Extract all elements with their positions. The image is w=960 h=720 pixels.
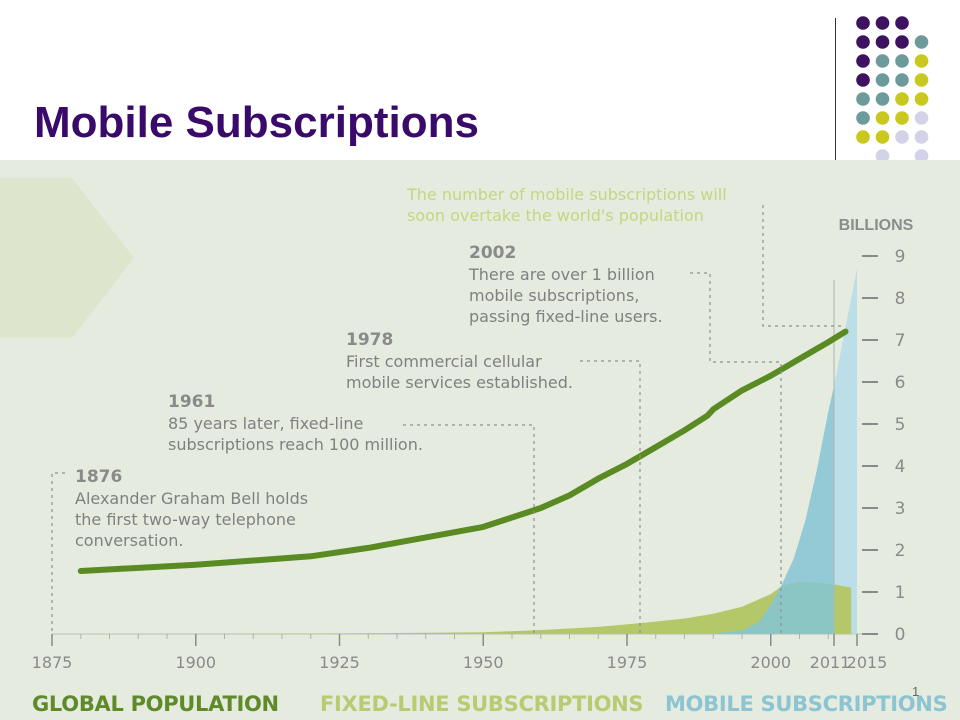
decorative-dot [875, 35, 890, 49]
legend-global-population: GLOBAL POPULATION [32, 692, 279, 716]
annotation-line: First commercial cellular [346, 352, 542, 371]
y-tick-label: 1 [895, 583, 906, 603]
annotation-leader-line [51, 472, 65, 634]
y-tick-label: 4 [895, 457, 906, 477]
chart-area: BILLIONS 0 1 2 3 4 5 6 7 8 9 1875 1900 1925 1950 1975 20… [0, 160, 960, 720]
fixed-line-area [80, 581, 852, 634]
decorative-dot [914, 149, 929, 162]
annotation-line: subscriptions reach 100 million. [168, 435, 423, 454]
legend-mobile-subscriptions: MOBILE SUBSCRIPTIONS [665, 692, 948, 716]
annotation-year: 1961 [168, 392, 216, 412]
legend-fixed-line-subscriptions: FIXED-LINE SUBSCRIPTIONS [320, 692, 644, 716]
decorative-dot [875, 16, 890, 30]
annotation-leader-line [403, 424, 535, 634]
subscriptions-chart: BILLIONS 0 1 2 3 4 5 6 7 8 9 1875 1900 1925 1950 1975 20… [0, 178, 914, 672]
slide-title: Mobile Subscriptions [34, 98, 479, 147]
y-tick-label: 5 [895, 415, 906, 435]
decorative-dot [875, 130, 890, 144]
mobile-subscriptions-area [644, 386, 834, 634]
chevron-decoration [0, 178, 134, 338]
annotation-year: 1978 [346, 330, 394, 350]
annotation-line: There are over 1 billion [469, 265, 655, 284]
decorative-dot [895, 92, 909, 106]
annotation-overtake: The number of mobile subscriptions will … [407, 184, 727, 226]
annotation-line: the first two-way telephone [75, 510, 296, 529]
x-tick-label: 1925 [319, 653, 360, 672]
decorative-dot [875, 149, 890, 162]
decorative-dot [914, 92, 929, 106]
annotation-1876: 1876 Alexander Graham Bell holds the fir… [75, 467, 308, 551]
annotation-line: soon overtake the world's population [407, 206, 704, 225]
y-tick-label: 8 [895, 289, 906, 309]
decorative-dot [895, 54, 909, 68]
x-tick-label: 1975 [607, 653, 648, 672]
decorative-dot [856, 92, 870, 106]
decorative-dot [875, 73, 890, 87]
annotation-line: 85 years later, fixed-line [168, 414, 364, 433]
x-tick-label: 2011 [810, 653, 851, 672]
annotation-leader-line [762, 205, 842, 327]
annotation-line: mobile subscriptions, [469, 286, 640, 305]
x-tick-label: 1900 [175, 653, 216, 672]
decorative-dot [914, 35, 929, 49]
y-tick-label: 2 [895, 541, 906, 561]
decorative-dot [875, 111, 890, 125]
decorative-dot [895, 73, 909, 87]
decorative-dot [856, 130, 870, 144]
decorative-dot [914, 130, 929, 144]
decorative-dot [856, 73, 870, 87]
decorative-dot [856, 16, 870, 30]
mobile-projection-area [834, 268, 857, 634]
annotation-2002: 2002 There are over 1 billion mobile sub… [469, 243, 663, 327]
decorative-dot [875, 92, 890, 106]
x-tick-label: 1875 [32, 653, 73, 672]
annotation-line: mobile services established. [346, 373, 573, 392]
annotation-line: Alexander Graham Bell holds [75, 489, 309, 508]
y-tick-label: 0 [895, 625, 906, 645]
y-axis-label: BILLIONS [839, 217, 914, 234]
annotation-year: 1876 [75, 467, 123, 487]
y-tick-label: 6 [895, 373, 906, 393]
decorative-dot [895, 130, 909, 144]
decorative-dot [914, 73, 929, 87]
annotation-leader-line [580, 360, 641, 634]
global-population-line [77, 328, 849, 574]
decorative-dot [856, 111, 870, 125]
decorative-dot-grid [856, 16, 929, 162]
x-tick-label: 2015 [847, 653, 888, 672]
decorative-dot [895, 111, 909, 125]
annotation-1978: 1978 First commercial cellular mobile se… [346, 330, 573, 393]
y-tick-label: 7 [895, 331, 906, 351]
annotation-leader-line [690, 272, 782, 634]
x-tick-label: 1950 [463, 653, 504, 672]
annotation-year: 2002 [469, 243, 517, 263]
annotation-line: passing fixed-line users. [469, 307, 663, 326]
decorative-dot [914, 111, 929, 125]
y-tick-label: 9 [895, 247, 906, 267]
decorative-dot [856, 54, 870, 68]
y-tick-label: 3 [895, 499, 906, 519]
annotation-1961: 1961 85 years later, fixed-line subscrip… [168, 392, 423, 455]
decorative-dot [856, 35, 870, 49]
page-number: 1 [912, 684, 920, 699]
decorative-dot [875, 54, 890, 68]
decorative-dot [895, 16, 909, 30]
decorative-dot [914, 54, 929, 68]
annotation-line: The number of mobile subscriptions will [407, 185, 727, 204]
annotation-line: conversation. [75, 531, 184, 550]
title-divider [835, 18, 836, 160]
x-tick-label: 2000 [750, 653, 791, 672]
decorative-dot [895, 35, 909, 49]
